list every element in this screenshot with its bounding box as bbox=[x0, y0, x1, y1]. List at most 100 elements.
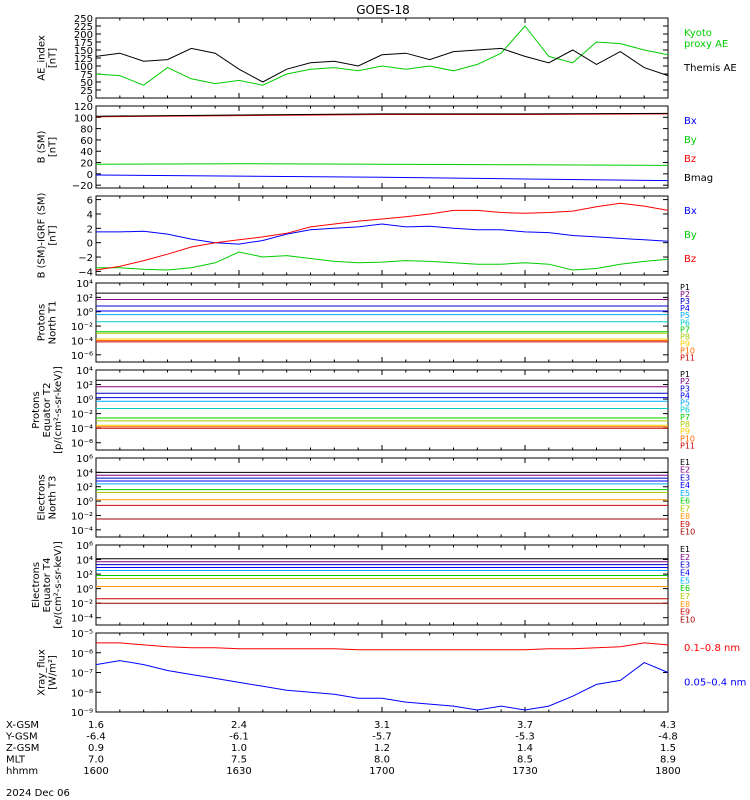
legend-entry: P4 bbox=[680, 391, 690, 400]
y-tick-label: 10² bbox=[76, 483, 93, 494]
legend-entry: P9 bbox=[680, 339, 690, 348]
panel-frame bbox=[95, 282, 669, 363]
legend-entry-line: Bmag bbox=[684, 173, 713, 184]
x-axis-value: -6.4 bbox=[86, 732, 106, 743]
y-tick-label: −4 bbox=[78, 267, 93, 278]
legend-entry-line: By bbox=[684, 135, 697, 146]
legend-entry: E2 bbox=[680, 553, 690, 562]
y-tick-label: 10⁻² bbox=[71, 410, 93, 421]
y-axis-label-line: Equator T4 bbox=[42, 558, 53, 613]
y-axis-label: AE_index[nT] bbox=[37, 35, 59, 81]
figure-title: GOES-18 bbox=[356, 3, 410, 17]
panel-frame bbox=[95, 17, 669, 99]
x-axis-value: 3.1 bbox=[374, 720, 390, 731]
y-tick-label: 80 bbox=[80, 125, 93, 136]
legend-entry: P3 bbox=[680, 297, 690, 306]
y-tick-label: 50 bbox=[80, 78, 93, 89]
legend-entry: P1 bbox=[680, 283, 690, 292]
y-tick-label: 10⁰ bbox=[76, 585, 93, 596]
date-label: 2024 Dec 06 bbox=[6, 788, 70, 799]
y-tick-label: 10² bbox=[76, 570, 93, 581]
y-tick-label: 10⁶ bbox=[76, 454, 93, 465]
legend-entry: P9 bbox=[680, 427, 690, 436]
x-axis-value: 3.7 bbox=[517, 720, 533, 731]
x-axis-row-label: X-GSM bbox=[6, 720, 39, 731]
y-axis-label-line: Electrons bbox=[31, 562, 42, 608]
y-tick-label: 4 bbox=[87, 210, 93, 221]
x-axis-value: -4.8 bbox=[658, 732, 678, 743]
y-tick-label: 25 bbox=[80, 86, 93, 97]
series-line-bmag bbox=[95, 112, 669, 117]
y-tick-label: 225 bbox=[74, 22, 93, 33]
y-axis-label-line: [nT] bbox=[48, 225, 59, 245]
panel-7: 10⁻⁴ 10⁻² 10⁰ 10² 10⁴ 10⁶ ElectronsEquator T4[… bbox=[31, 541, 695, 629]
y-tick-label: 10⁻⁴ bbox=[71, 424, 93, 435]
x-axis-value: 1.4 bbox=[517, 743, 533, 754]
series-line-kyoto-proxy-ae bbox=[95, 25, 669, 86]
y-tick-label: 10⁻⁶ bbox=[71, 439, 93, 450]
y-tick-label: 60 bbox=[80, 136, 93, 147]
y-tick-label: −2 bbox=[78, 253, 93, 264]
panel-3: −4 −2 0 2 4 6 B (SM)-IGRF (SM)[nT] Bx By Bz bbox=[37, 193, 697, 279]
y-tick-label: 10⁻⁴ bbox=[71, 614, 93, 625]
y-tick-label: 10⁻² bbox=[71, 511, 93, 522]
y-tick-label: 10⁰ bbox=[76, 308, 93, 319]
legend-entry: E1 bbox=[680, 458, 690, 467]
y-axis-label-line: Protons bbox=[37, 304, 48, 341]
y-axis-label-line: North T3 bbox=[48, 476, 59, 520]
y-axis-label-line: [p/(cm²-s-sr-keV)] bbox=[53, 366, 64, 454]
x-axis-value: 2.4 bbox=[231, 720, 247, 731]
y-axis-label: ElectronsNorth T3 bbox=[37, 474, 59, 520]
legend: Kyoto proxy AE Themis AE bbox=[683, 28, 737, 74]
x-axis-row-label: Y-GSM bbox=[5, 732, 38, 743]
x-axis-value: 8.0 bbox=[374, 755, 390, 766]
legend: Bx By Bz bbox=[684, 206, 697, 265]
y-tick-label: 10⁻⁶ bbox=[71, 351, 93, 362]
legend-entry-line: Bx bbox=[684, 206, 697, 217]
y-axis-label-line: B (SM) bbox=[37, 130, 48, 163]
y-tick-label: 10⁶ bbox=[76, 541, 93, 552]
y-axis-label: ProtonsNorth T1 bbox=[37, 301, 59, 345]
panel-4: 10⁻⁶ 10⁻⁴ 10⁻² 10⁰ 10² 10⁴ ProtonsNorth T1 P1P2… bbox=[37, 279, 696, 363]
legend-entry: E7 bbox=[680, 592, 690, 601]
x-axis-row-label: Z-GSM bbox=[6, 743, 39, 754]
y-tick-label: 150 bbox=[74, 46, 93, 57]
legend-entry: Bmag bbox=[684, 173, 713, 184]
y-tick-label: 10⁴ bbox=[76, 468, 93, 479]
x-axis-value: 7.5 bbox=[231, 755, 247, 766]
legend-entry: P10 bbox=[680, 434, 695, 443]
legend-entry: E7 bbox=[680, 504, 690, 513]
legend-entry: Themis AE bbox=[683, 63, 737, 74]
y-tick-label: 10⁻⁴ bbox=[71, 336, 93, 347]
y-axis-label: Xray_flux[W/m²] bbox=[37, 649, 59, 696]
legend-entry: 0.05–0.4 nm bbox=[684, 677, 746, 688]
legend-entry: P8 bbox=[680, 332, 690, 341]
legend-entry: Bx bbox=[684, 206, 697, 217]
legend-entry-line: 0.05–0.4 nm bbox=[684, 677, 746, 688]
y-tick-label: 10⁻⁷ bbox=[71, 669, 93, 680]
y-tick-label: 10⁰ bbox=[76, 497, 93, 508]
legend-entry: E4 bbox=[680, 569, 690, 578]
legend-entry: Bz bbox=[684, 254, 696, 265]
y-tick-label: 100 bbox=[74, 113, 93, 124]
legend-entry: E6 bbox=[680, 497, 690, 506]
legend-entry-line: Bx bbox=[684, 116, 697, 127]
y-tick-label: 0 bbox=[87, 239, 93, 250]
legend-entry: P6 bbox=[680, 406, 690, 415]
y-tick-label: 175 bbox=[74, 38, 93, 49]
legend-entry-line: Kyoto bbox=[684, 28, 712, 39]
panel-frame bbox=[95, 195, 669, 276]
legend-entry: E10 bbox=[680, 616, 695, 625]
legend-entry-line: Bz bbox=[684, 154, 696, 165]
y-tick-label: 20 bbox=[80, 159, 93, 170]
legend-entry: P3 bbox=[680, 384, 690, 393]
series-line-themis-ae bbox=[95, 47, 669, 83]
y-tick-label: 2 bbox=[87, 224, 93, 235]
y-tick-label: 10⁻⁵ bbox=[71, 629, 93, 640]
y-axis-label: ProtonsEquator T2[p/(cm²-s-sr-keV)] bbox=[31, 366, 64, 454]
y-tick-label: 10⁰ bbox=[76, 395, 93, 406]
